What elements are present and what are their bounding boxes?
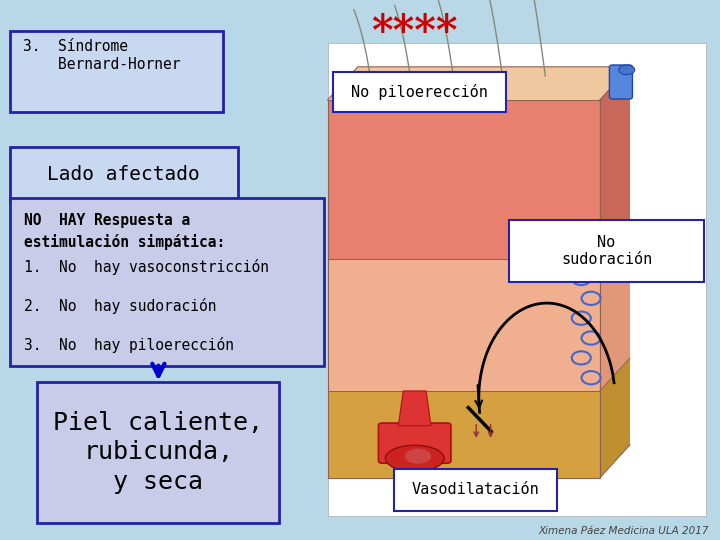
Text: 2.  No  hay sudoración: 2. No hay sudoración	[24, 298, 217, 314]
Polygon shape	[328, 391, 600, 478]
Text: ****: ****	[371, 12, 457, 55]
Polygon shape	[600, 358, 630, 478]
Ellipse shape	[618, 65, 634, 75]
Ellipse shape	[385, 446, 444, 471]
Text: Ximena Páez Medicina ULA 2017: Ximena Páez Medicina ULA 2017	[539, 525, 709, 536]
FancyBboxPatch shape	[509, 220, 704, 282]
Text: Lado afectado: Lado afectado	[48, 165, 200, 184]
Polygon shape	[328, 67, 630, 100]
FancyBboxPatch shape	[10, 31, 223, 112]
Polygon shape	[328, 259, 600, 391]
Text: 1.  No  hay vasoconstricción: 1. No hay vasoconstricción	[24, 259, 269, 275]
Text: NO  HAY Respuesta a
estimulación simpática:: NO HAY Respuesta a estimulación simpátic…	[24, 213, 226, 249]
FancyBboxPatch shape	[37, 382, 279, 523]
FancyBboxPatch shape	[609, 65, 632, 99]
Polygon shape	[600, 67, 630, 259]
FancyBboxPatch shape	[394, 469, 557, 511]
Polygon shape	[328, 100, 600, 259]
Text: Vasodilatación: Vasodilatación	[411, 482, 539, 497]
Text: 3.  No  hay piloerección: 3. No hay piloerección	[24, 337, 235, 353]
Polygon shape	[600, 226, 630, 391]
Polygon shape	[398, 391, 431, 426]
FancyBboxPatch shape	[10, 147, 238, 201]
FancyBboxPatch shape	[328, 43, 706, 516]
FancyBboxPatch shape	[333, 72, 506, 112]
Text: Piel caliente,
rubicunda,
y seca: Piel caliente, rubicunda, y seca	[53, 410, 264, 494]
Ellipse shape	[405, 449, 431, 464]
Text: No
sudoración: No sudoración	[561, 235, 652, 267]
Text: 3.  Síndrome
    Bernard-Horner: 3. Síndrome Bernard-Horner	[23, 39, 181, 72]
Text: No piloerección: No piloerección	[351, 84, 488, 100]
FancyBboxPatch shape	[379, 423, 451, 463]
FancyBboxPatch shape	[10, 198, 324, 366]
